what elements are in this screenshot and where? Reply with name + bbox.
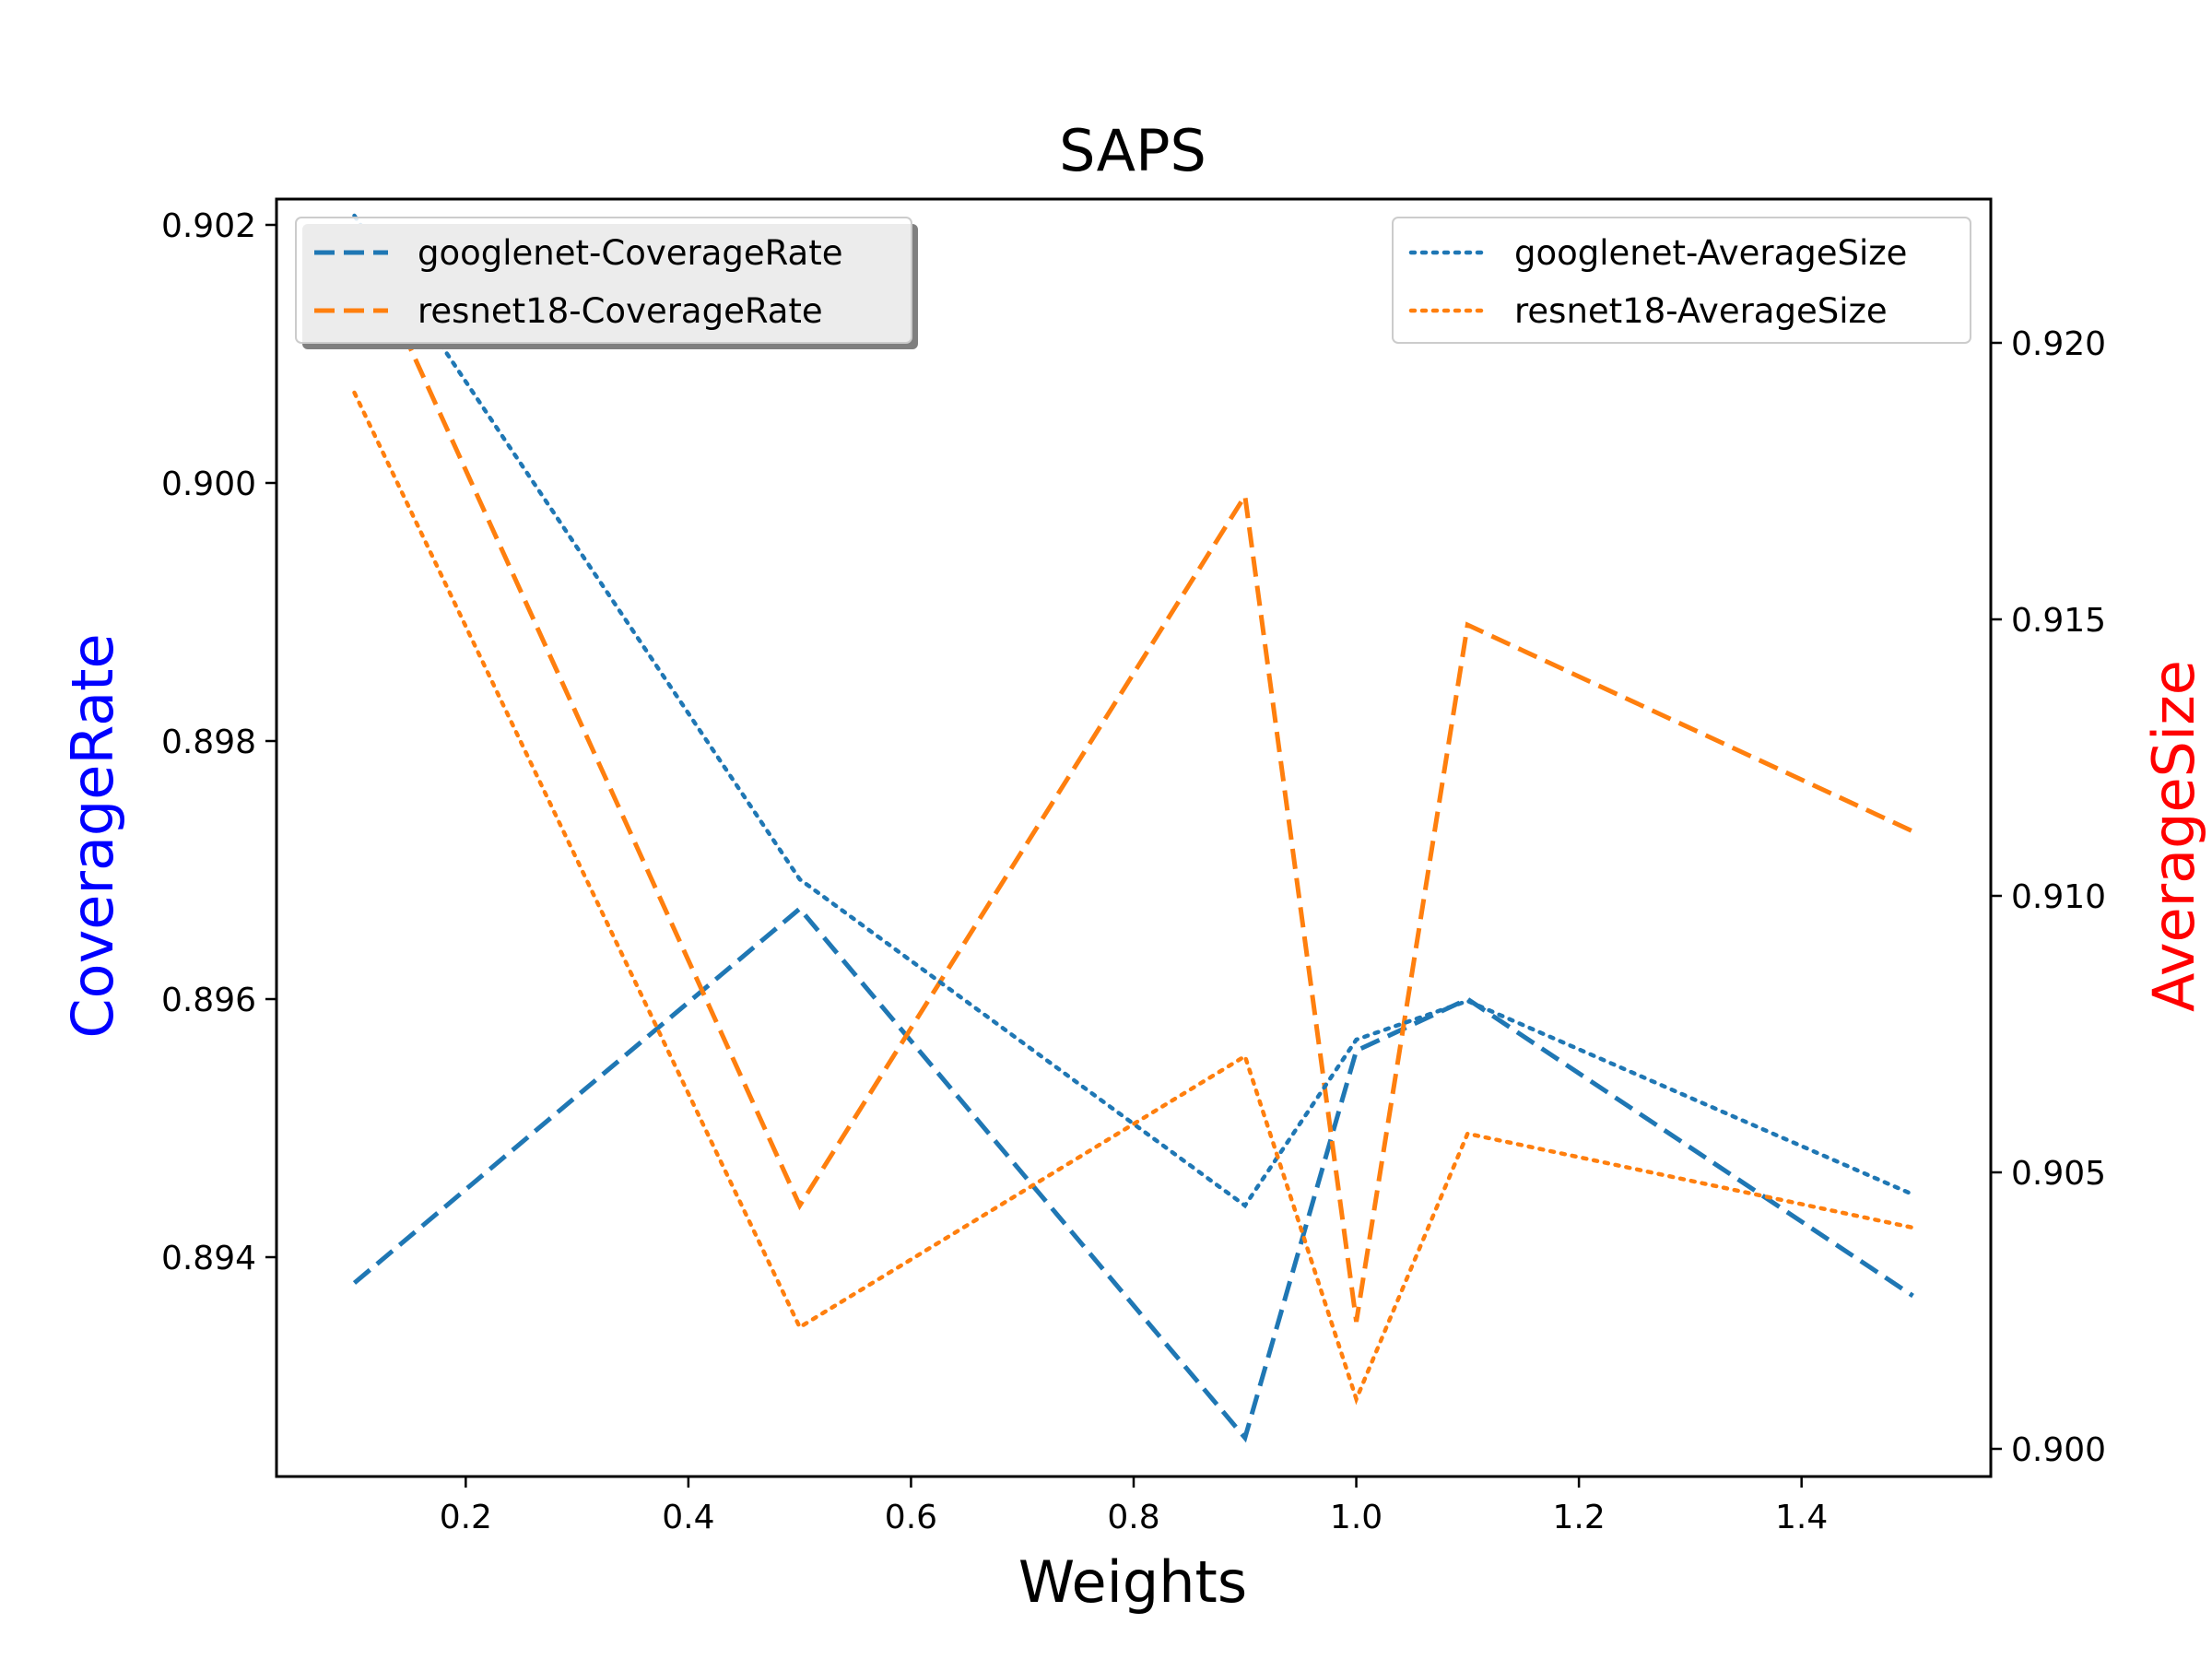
legend-right: googlenet-AverageSize resnet18-AverageSiz…	[1392, 217, 1971, 344]
legend-label: googlenet-AverageSize	[1514, 233, 1907, 273]
legend-label: resnet18-CoverageRate	[418, 291, 823, 331]
y-left-tick-label: 0.898	[161, 724, 256, 761]
x-tick-label: 0.8	[1107, 1499, 1159, 1536]
series-line-googlenet-AverageSize	[352, 213, 1915, 1209]
x-tick-label: 1.4	[1775, 1499, 1828, 1536]
y-right-tick-label: 0.915	[2011, 602, 2106, 640]
y-right-tick-label: 0.920	[2011, 325, 2106, 363]
legend-box	[295, 217, 912, 344]
series-line-resnet18-AverageSize	[352, 390, 1915, 1406]
x-tick-label: 0.6	[885, 1499, 937, 1536]
y-left-tick-label: 0.894	[161, 1240, 256, 1277]
x-tick-label: 0.2	[440, 1499, 492, 1536]
x-tick-label: 0.4	[662, 1499, 714, 1536]
y-right-tick-label: 0.905	[2011, 1155, 2106, 1193]
legend-label: googlenet-CoverageRate	[418, 233, 842, 273]
y-left-tick-label: 0.900	[161, 465, 256, 503]
legend-left: googlenet-CoverageRate resnet18-CoverageR…	[295, 217, 918, 349]
series-group	[352, 213, 1915, 1443]
y-right-tick-label: 0.900	[2011, 1431, 2106, 1469]
series-line-googlenet-CoverageRate	[352, 905, 1914, 1443]
legend-label: resnet18-AverageSize	[1514, 291, 1888, 331]
legend-box	[1392, 217, 1971, 344]
axis-ticks: 0.2 0.4 0.6 0.8 1.0 1.2 1.4 0.894 0.896 0.898 0.90…	[161, 207, 2106, 1536]
x-tick-label: 1.0	[1330, 1499, 1382, 1536]
chart-title: SAPS	[1059, 117, 1206, 184]
y-left-tick-label: 0.902	[161, 207, 256, 245]
y-axis-right-label: AverageSize	[2140, 660, 2207, 1012]
x-axis-label: Weights	[1018, 1548, 1247, 1616]
y-axis-left-label: CoverageRate	[59, 633, 126, 1038]
plot-frame	[275, 197, 1993, 1478]
y-right-tick-label: 0.910	[2011, 878, 2106, 916]
x-tick-label: 1.2	[1552, 1499, 1605, 1536]
series-line-resnet18-CoverageRate	[352, 223, 1914, 1323]
y-left-tick-label: 0.896	[161, 982, 256, 1019]
